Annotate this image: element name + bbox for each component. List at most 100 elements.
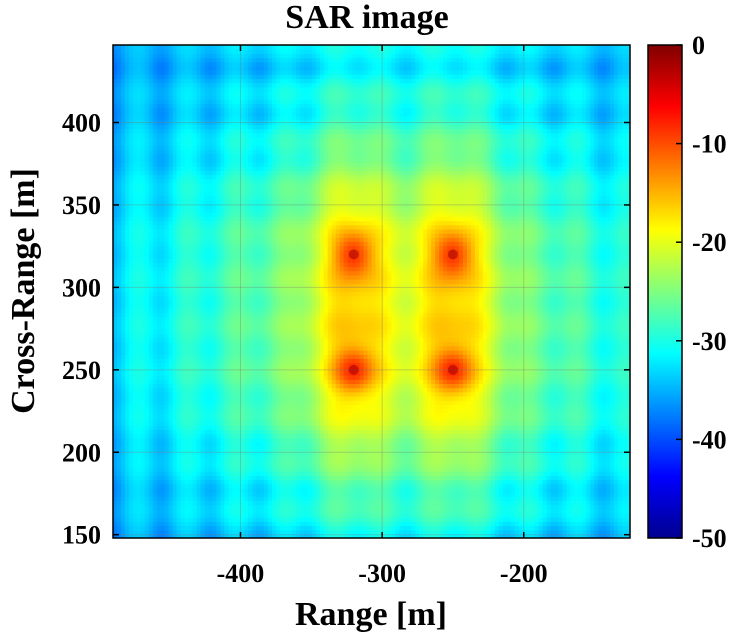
heatmap-cell [252,421,257,426]
heatmap-cell [196,433,202,439]
heatmap-cell [343,504,349,510]
heatmap-cell [510,475,516,481]
heatmap-cell [439,400,444,405]
heatmap-cell [252,479,257,485]
heatmap-cell [295,471,301,476]
heatmap-cell [228,504,233,510]
heatmap-cell [260,496,265,501]
heatmap-cell [431,496,436,501]
heatmap-cell [510,525,516,531]
heatmap-cell [248,512,253,518]
heatmap-cell [415,429,420,435]
heatmap-cell [216,508,221,514]
heatmap-cell [192,383,198,389]
heatmap-cell [260,437,265,443]
heatmap-cell [419,421,424,426]
heatmap-cell [164,379,170,385]
heatmap-cell [530,408,536,414]
heatmap-cell [124,437,130,443]
heatmap-cell [379,395,385,401]
heatmap-cell [427,525,432,531]
heatmap-cell [124,412,130,418]
heatmap-cell [351,525,357,531]
heatmap-cell [427,391,432,397]
heatmap-cell [542,395,548,401]
heatmap-cell [411,416,416,422]
heatmap-cell [379,517,385,522]
heatmap-cell [367,529,373,535]
heatmap-cell [395,433,400,439]
heatmap-cell [116,496,122,501]
heatmap-cell [284,437,289,443]
heatmap-cell [470,492,476,497]
heatmap-cell [415,454,420,460]
heatmap-cell [590,517,595,522]
heatmap-cell [220,458,225,464]
heatmap-cell [128,383,134,389]
heatmap-cell [331,496,337,501]
heatmap-cell [284,475,289,481]
heatmap-cell [367,500,373,506]
heatmap-cell [351,387,357,393]
heatmap-cell [152,533,158,538]
heatmap-cell [546,533,552,538]
heatmap-cell [391,421,396,426]
heatmap-cell [220,395,225,401]
heatmap-cell [319,517,325,522]
heatmap-cell [252,512,257,518]
heatmap-cell [176,512,182,518]
heatmap-cell [455,496,460,501]
heatmap-cell [327,379,333,385]
heatmap-cell [423,504,428,510]
heatmap-cell [367,400,373,405]
heatmap-cell [327,404,333,410]
heatmap-cell [490,475,496,481]
heatmap-cell [220,375,225,380]
heatmap-cell [132,391,138,397]
heatmap-cell [522,533,528,538]
heatmap-cell [486,454,492,460]
heatmap-cell [136,395,142,401]
heatmap-cell [295,395,301,401]
heatmap-cell [518,437,524,443]
heatmap-cell [626,487,630,493]
heatmap-cell [327,517,333,522]
heatmap-cell [399,441,404,447]
heatmap-cell [395,395,400,401]
heatmap-cell [371,429,377,435]
heatmap-cell [335,512,341,518]
heatmap-cell [526,466,532,472]
heatmap-cell [128,400,134,405]
heatmap-cell [550,525,556,531]
heatmap-cell [319,433,325,439]
heatmap-cell [439,533,444,538]
heatmap-cell [319,466,325,472]
heatmap-cell [462,404,468,410]
heatmap-cell [590,404,595,410]
heatmap-cell [208,529,214,535]
heatmap-cell [391,383,396,389]
heatmap-cell [208,454,214,460]
heatmap-cell [204,437,210,443]
heatmap-cell [558,395,563,401]
heatmap-cell [311,525,317,531]
heatmap-cell [264,379,269,385]
heatmap-cell [240,496,245,501]
heatmap-cell [208,433,214,439]
heatmap-cell [474,525,480,531]
heatmap-cell [375,433,381,439]
heatmap-cell [240,458,245,464]
heatmap-cell [347,471,353,476]
heatmap-cell [490,479,496,485]
heatmap-cell [124,387,130,393]
heatmap-cell [594,433,599,439]
heatmap-cell [140,458,146,464]
heatmap-cell [439,425,444,430]
heatmap-cell [451,479,456,485]
heatmap-cell [252,425,257,430]
heatmap-cell [200,496,206,501]
heatmap-cell [530,391,536,397]
heatmap-cell [411,466,416,472]
heatmap-cell [323,404,329,410]
heatmap-cell [590,425,595,430]
